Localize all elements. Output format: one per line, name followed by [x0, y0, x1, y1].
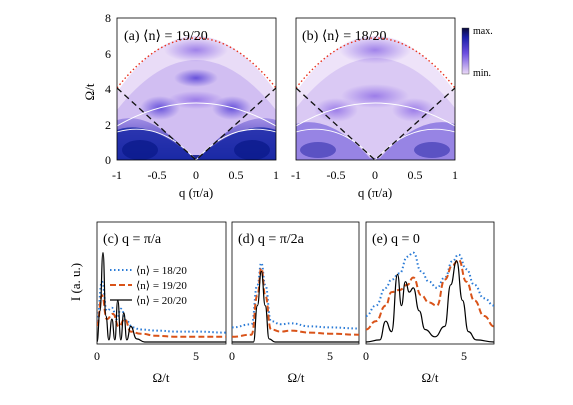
panel-d-label: (d) q = π/2a — [238, 232, 305, 247]
xtick-label: 0.5 — [408, 168, 423, 182]
ytick-label: 4 — [105, 82, 111, 96]
ytick-label: 8 — [105, 11, 111, 25]
xtick-label: 1 — [452, 168, 458, 182]
bottom-ylabel: I (a. u.) — [68, 263, 83, 301]
xtick-label: 0 — [193, 168, 199, 182]
xtick-label: -0.5 — [148, 168, 167, 182]
ytick-label: 2 — [105, 118, 111, 132]
legend: ⟨n⟩ = 18/20 ⟨n⟩ = 19/20 ⟨n⟩ = 20/20 — [110, 265, 187, 307]
xtick-label: -1 — [112, 168, 122, 182]
top-ylabel: Ω/t — [82, 83, 97, 100]
xtick-label: 0.5 — [229, 168, 244, 182]
panel-a-xlabel: q (π/a) — [179, 185, 213, 200]
ytick-label: 0 — [105, 153, 111, 167]
panel-e: (e) q = 0 0 5 Ω/t — [363, 221, 495, 385]
xtick-label: 1 — [273, 168, 279, 182]
xtick-label: 0 — [94, 349, 100, 363]
series-19-20-line — [232, 267, 359, 338]
panel-d: (d) q = π/2a 0 5 Ω/t — [229, 221, 360, 385]
panel-b-xlabel: q (π/a) — [358, 185, 392, 200]
legend-label: ⟨n⟩ = 19/20 — [136, 280, 187, 292]
xtick-label: 5 — [193, 349, 199, 363]
series-18-20-line — [366, 251, 494, 317]
panel-c: (c) q = π/a 0 5 Ω/t ⟨n⟩ = 18/20 ⟨n⟩ = 19… — [94, 221, 227, 385]
xtick-label: 0 — [363, 349, 369, 363]
xtick-label: 0 — [372, 168, 378, 182]
panel-a-yticks: 0 2 4 6 8 — [105, 11, 111, 167]
panel-e-label: (e) q = 0 — [372, 232, 420, 247]
legend-label: ⟨n⟩ = 18/20 — [136, 265, 187, 277]
panel-c-xlabel: Ω/t — [153, 370, 170, 385]
colorbar-min-label: min. — [473, 68, 491, 79]
panel-b: (b) ⟨n⟩ = 18/20 -1 -0.5 0 0.5 1 q (π/a) — [291, 17, 458, 200]
xtick-label: -1 — [291, 168, 301, 182]
series-20-20-line — [366, 260, 494, 343]
panel-b-xticks: -1 -0.5 0 0.5 1 — [291, 168, 458, 182]
panel-b-label: (b) ⟨n⟩ = 18/20 — [302, 29, 387, 44]
panel-e-series — [366, 251, 494, 343]
colorbar-max-label: max. — [473, 26, 493, 37]
ytick-label: 6 — [105, 47, 111, 61]
series-19-20-line — [366, 258, 494, 331]
xtick-label: -0.5 — [327, 168, 346, 182]
panel-c-label: (c) q = π/a — [103, 232, 162, 247]
panel-a-label: (a) ⟨n⟩ = 19/20 — [124, 29, 208, 44]
colorbar: max. min. — [461, 26, 493, 79]
legend-label: ⟨n⟩ = 20/20 — [136, 295, 187, 307]
panel-a: (a) ⟨n⟩ = 19/20 0 2 4 6 8 -1 -0.5 0 0.5 … — [82, 11, 279, 200]
panel-e-xlabel: Ω/t — [422, 370, 439, 385]
panel-a-xticks: -1 -0.5 0 0.5 1 — [112, 168, 279, 182]
panel-d-series — [232, 261, 359, 343]
xtick-label: 5 — [461, 349, 467, 363]
xtick-label: 0 — [229, 349, 235, 363]
series-18-20-line — [232, 261, 359, 330]
series-20-20-line — [232, 270, 359, 343]
xtick-label: 5 — [327, 349, 333, 363]
panel-d-xlabel: Ω/t — [288, 370, 305, 385]
